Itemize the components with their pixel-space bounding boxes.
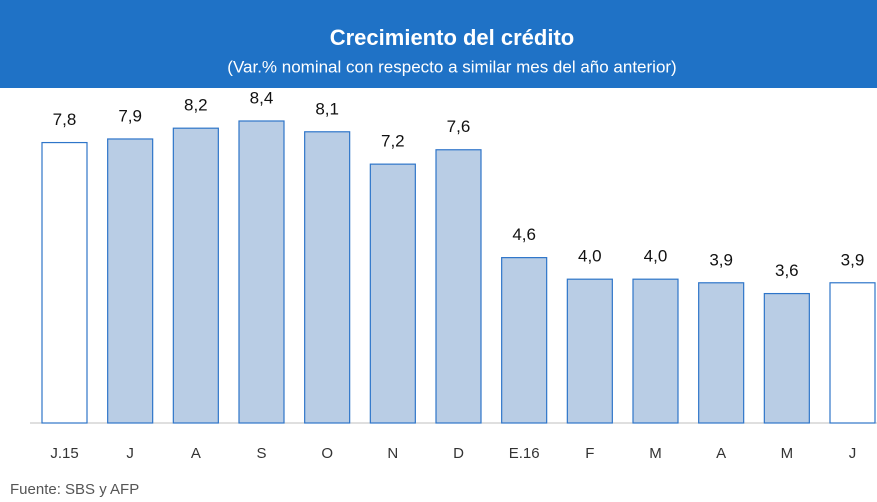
- bar: [369, 163, 416, 424]
- value-label: 4,0: [578, 247, 602, 266]
- value-label: 8,1: [315, 99, 339, 118]
- bar: [435, 149, 482, 424]
- bar: [238, 120, 285, 424]
- x-tick-label: E.16: [509, 445, 540, 462]
- x-tick-label: J.15: [50, 445, 78, 462]
- bar: [107, 138, 154, 424]
- value-label: 3,9: [709, 250, 733, 269]
- x-tick-label: A: [716, 445, 726, 462]
- x-tick-label: M: [649, 445, 662, 462]
- value-label: 4,6: [512, 225, 536, 244]
- bar: [632, 278, 679, 424]
- value-label: 8,2: [184, 96, 208, 115]
- x-tick-label: D: [453, 445, 464, 462]
- bar: [829, 282, 876, 424]
- chart-subtitle: (Var.% nominal con respecto a similar me…: [227, 57, 676, 76]
- x-tick-label: N: [387, 445, 398, 462]
- value-label: 4,0: [644, 247, 668, 266]
- x-tick-label: O: [321, 445, 333, 462]
- value-label: 3,9: [841, 250, 865, 269]
- value-label: 7,8: [53, 110, 77, 129]
- bar: [566, 278, 613, 424]
- x-tick-label: S: [256, 445, 266, 462]
- value-label: 7,9: [118, 106, 142, 125]
- value-label: 8,4: [250, 88, 274, 107]
- x-tick-label: M: [781, 445, 794, 462]
- chart-title: Crecimiento del crédito: [330, 25, 575, 50]
- value-label: 3,6: [775, 261, 799, 280]
- x-tick-label: J: [126, 445, 134, 462]
- value-label: 7,2: [381, 132, 405, 151]
- value-label: 7,6: [447, 117, 471, 136]
- bar: [501, 257, 548, 424]
- source-note: Fuente: SBS y AFP: [10, 481, 139, 498]
- x-tick-label: F: [585, 445, 594, 462]
- header-band: [0, 0, 877, 88]
- bar: [172, 127, 219, 424]
- bar: [698, 282, 745, 424]
- bar: [763, 292, 810, 424]
- bar: [41, 141, 88, 424]
- x-tick-label: J: [849, 445, 857, 462]
- bar: [304, 131, 351, 424]
- x-tick-label: A: [191, 445, 201, 462]
